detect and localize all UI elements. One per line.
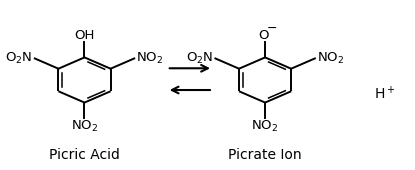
Text: NO$_2$: NO$_2$ xyxy=(251,118,279,134)
Text: NO$_2$: NO$_2$ xyxy=(71,118,98,134)
Text: Picric Acid: Picric Acid xyxy=(49,148,120,162)
Text: OH: OH xyxy=(74,29,95,41)
Text: O: O xyxy=(258,29,269,41)
Text: O$_2$N: O$_2$N xyxy=(5,51,33,66)
Text: $-$: $-$ xyxy=(266,21,277,34)
Text: H$^+$: H$^+$ xyxy=(374,85,395,102)
Text: NO$_2$: NO$_2$ xyxy=(136,51,164,66)
Text: O$_2$N: O$_2$N xyxy=(186,51,213,66)
Text: Picrate Ion: Picrate Ion xyxy=(228,148,302,162)
Text: NO$_2$: NO$_2$ xyxy=(317,51,344,66)
